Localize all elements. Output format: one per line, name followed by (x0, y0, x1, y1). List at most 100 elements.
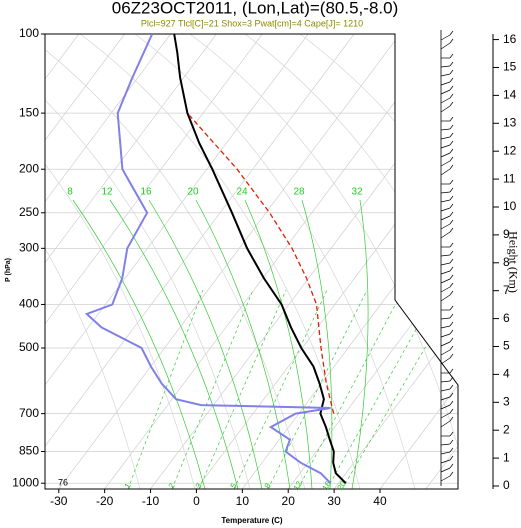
wind-barb (440, 136, 451, 140)
wind-barb-flag (449, 290, 454, 296)
profile-line (84, 34, 332, 484)
isotherm (45, 34, 125, 489)
wind-barb-flag (449, 156, 454, 162)
moist-adiabat (148, 199, 263, 489)
y2-tick-label: 1 (503, 450, 510, 464)
wind-barb-flag (449, 439, 454, 445)
wind-barb-flag (449, 400, 454, 406)
y2-tick-label: 3 (503, 394, 510, 408)
x-tick-label: -10 (142, 494, 160, 508)
y2-tick-label: 6 (503, 311, 510, 325)
wind-barb (440, 105, 451, 113)
wind-barb (440, 388, 451, 392)
isotherm (287, 34, 458, 489)
moist-adiabat-label: 32 (351, 187, 363, 198)
wind-barb (440, 357, 451, 365)
chart-subtitle: Plcl=927 Tlcl[C]=21 Shox=3 Pwat[cm]=4 Ca… (141, 18, 363, 28)
chart-title: 06Z23OCT2011, (Lon,Lat)=(80.5,-8.0) (112, 0, 399, 17)
wind-barb (440, 333, 451, 338)
isotherm (333, 34, 458, 489)
wind-barb-flag (449, 321, 454, 327)
wind-barb-flag (449, 187, 454, 193)
dry-adiabat (134, 34, 416, 489)
wind-barb (440, 380, 451, 383)
dry-adiabat (45, 34, 141, 489)
moist-adiabat (109, 199, 239, 489)
x-tick-label: -20 (96, 494, 114, 508)
moist-adiabat-label: 12 (101, 187, 113, 198)
y2-axis-label: Height (Km) (506, 231, 520, 293)
corner-label: 76 (58, 477, 68, 487)
wind-barb-flag (449, 140, 454, 146)
wind-barb (440, 65, 451, 68)
wind-barb (440, 215, 451, 221)
wind-barb (440, 223, 451, 230)
wind-barb-flag (449, 313, 454, 319)
wind-barb (440, 73, 451, 77)
y2-tick-label: 11 (503, 171, 516, 185)
plot-frame (44, 33, 459, 490)
y2-tick-label: 8 (503, 255, 510, 269)
background-lines (45, 34, 458, 489)
y-tick-label: 200 (19, 161, 39, 175)
wind-barb (440, 396, 451, 401)
wind-barb-flag (449, 132, 454, 138)
wind-barb-flag (449, 471, 454, 477)
wind-barb (440, 81, 451, 86)
isotherm (196, 34, 458, 489)
wind-barb (440, 420, 451, 428)
mixing-ratio-line (127, 289, 204, 489)
wind-barb (440, 262, 451, 266)
y-axis-label: P (hPa) (5, 258, 12, 282)
wind-barb (440, 97, 451, 104)
wind-barb-flag (449, 447, 454, 453)
wind-barb-flag (449, 242, 454, 248)
wind-barb-flag (449, 30, 454, 36)
wind-barb (440, 168, 451, 176)
wind-barb-flag (449, 274, 454, 280)
wind-barb-flag (449, 148, 454, 154)
moist-adiabat (351, 199, 369, 489)
y-tick-label: 400 (19, 297, 39, 311)
wind-barb (440, 128, 451, 131)
wind-barb (440, 207, 451, 212)
wind-barb (440, 160, 451, 167)
y-tick-label: 700 (19, 406, 39, 420)
moist-adiabat (72, 199, 206, 489)
y-tick-label: 850 (19, 444, 39, 458)
profile-line (173, 34, 347, 484)
isotherm (45, 34, 309, 489)
y-tick-label: 250 (19, 205, 39, 219)
wind-barb (440, 34, 451, 41)
dry-adiabat (79, 34, 361, 489)
wind-barb (440, 144, 451, 149)
wind-barb-flag (449, 179, 454, 185)
wind-barb-flag (449, 455, 454, 461)
wind-barb-flag (449, 384, 454, 390)
y-tick-label: 100 (19, 26, 39, 40)
wind-barb (440, 404, 451, 410)
wind-barb (440, 443, 451, 446)
wind-barbs (440, 30, 454, 482)
dry-adiabat (299, 34, 458, 489)
moist-adiabat (195, 199, 291, 489)
x-tick-label: 0 (193, 494, 200, 508)
wind-barb (440, 254, 451, 257)
wind-barb-flag (449, 116, 454, 122)
mixing-ratio-label: 5 (229, 481, 239, 490)
dry-adiabat (189, 34, 458, 489)
mixing-ratio-line (267, 289, 368, 489)
wind-barb-flag (449, 124, 454, 130)
y2-tick-label: 2 (503, 422, 510, 436)
wind-barb-flag (449, 416, 454, 422)
wind-barb (440, 278, 451, 284)
wind-barb-flag (449, 85, 454, 91)
wind-barb (440, 42, 451, 50)
wind-barb-flag (449, 38, 454, 44)
mixing-ratio-label: 3 (194, 481, 204, 490)
moist-adiabat (301, 199, 333, 489)
y2-tick-label: 5 (503, 339, 510, 353)
y-tick-label: 500 (19, 340, 39, 354)
wind-barb-flag (449, 392, 454, 398)
